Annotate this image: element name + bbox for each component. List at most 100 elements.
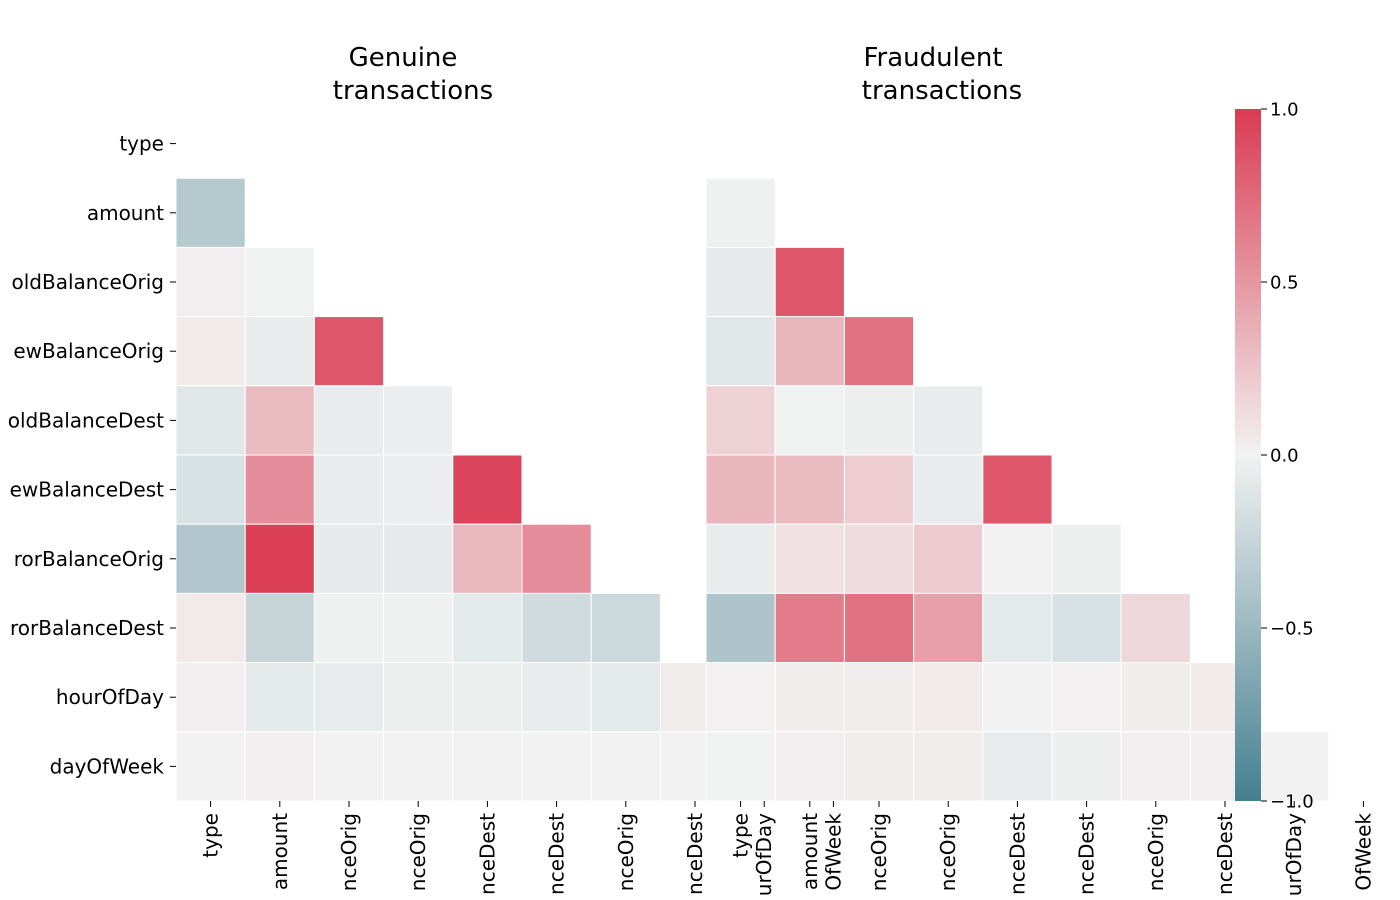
y-axis-labels: type amount oldBalanceOrig ewBalanceOrig old…	[8, 132, 176, 778]
x-tick-label: urOfDay	[752, 813, 776, 896]
heatmap-cell-oldBalanceDest-newBalanceOrig	[913, 385, 984, 456]
x-tick-label: nceDest	[1075, 813, 1099, 895]
heatmap-cell-hourOfDay-type	[705, 662, 776, 733]
heatmap-cell-oldBalanceDest-oldBalanceOrig	[313, 385, 385, 456]
x-tick-label: nceOrig	[867, 813, 891, 891]
heatmap-cell-newBalanceDest-type	[175, 454, 246, 525]
heatmap-cell-amount-type	[705, 177, 776, 248]
heatmap-cell-hourOfDay-oldBalanceOrig	[843, 662, 915, 733]
heatmap-cell-oldBalanceDest-newBalanceOrig	[383, 385, 454, 456]
heatmap-cell-errorBalanceDest-type	[705, 592, 776, 664]
x-tick-label: OfWeek	[1351, 813, 1375, 891]
x-tick-label: nceOrig	[936, 813, 960, 891]
y-tick-label: oldBalanceDest	[8, 408, 164, 432]
heatmap-cell-errorBalanceOrig-type	[705, 523, 776, 594]
heatmap-cell-newBalanceOrig-type	[175, 316, 246, 387]
heatmap-cell-errorBalanceOrig-newBalanceOrig	[383, 523, 454, 594]
heatmap-cell-errorBalanceDest-oldBalanceOrig	[843, 592, 915, 664]
heatmap-cell-errorBalanceOrig-newBalanceOrig	[913, 523, 984, 594]
heatmap-cell-errorBalanceOrig-oldBalanceOrig	[313, 523, 385, 594]
heatmap-cell-newBalanceDest-oldBalanceOrig	[313, 454, 385, 525]
heatmap-cell-dayOfWeek-hourOfDay	[1259, 731, 1330, 802]
heatmap-cell-errorBalanceDest-errorBalanceOrig	[590, 592, 661, 664]
y-tick-label: oldBalanceOrig	[12, 270, 164, 294]
x-tick-label: nceDest	[683, 813, 707, 895]
heatmap-cell-errorBalanceOrig-amount	[774, 523, 845, 594]
heatmap-cell-dayOfWeek-oldBalanceOrig	[313, 731, 385, 802]
panel-genuine-title-line2: transactions	[333, 76, 493, 106]
heatmap-cell-hourOfDay-type	[175, 662, 246, 733]
x-tick-label: nceOrig	[1144, 813, 1168, 891]
heatmap-cell-errorBalanceOrig-amount	[244, 523, 315, 594]
x-tick-label: nceDest	[1005, 813, 1029, 895]
heatmap-cell-errorBalanceDest-oldBalanceOrig	[313, 592, 385, 664]
panel-genuine-title-line1: Genuine	[349, 43, 458, 73]
heatmap-cell-hourOfDay-newBalanceOrig	[383, 662, 454, 733]
heatmap-cell-hourOfDay-oldBalanceDest	[982, 662, 1053, 733]
heatmap-cell-errorBalanceDest-oldBalanceDest	[982, 592, 1053, 664]
heatmap-cell-dayOfWeek-newBalanceDest	[521, 731, 592, 802]
heatmap-cell-oldBalanceDest-type	[705, 385, 776, 456]
heatmap-cell-hourOfDay-newBalanceDest	[1051, 662, 1122, 733]
heatmap-cell-oldBalanceOrig-type	[705, 246, 776, 318]
heatmap-cell-errorBalanceDest-amount	[244, 592, 315, 664]
heatmap-cell-newBalanceDest-newBalanceOrig	[913, 454, 984, 525]
heatmap-cell-dayOfWeek-newBalanceOrig	[383, 731, 454, 802]
heatmap-cell-hourOfDay-amount	[774, 662, 845, 733]
x-tick-label: nceDest	[1213, 813, 1237, 895]
heatmap-cell-dayOfWeek-errorBalanceOrig	[590, 731, 661, 802]
x-tick-label: OfWeek	[821, 813, 845, 891]
heatmap-cell-hourOfDay-errorBalanceOrig	[590, 662, 661, 733]
heatmap-cell-newBalanceOrig-type	[705, 316, 776, 387]
heatmap-cell-amount-type	[175, 177, 246, 248]
y-tick-label: rorBalanceDest	[10, 616, 164, 640]
heatmap-cell-newBalanceDest-amount	[774, 454, 845, 525]
heatmap-cell-oldBalanceOrig-type	[175, 246, 246, 318]
x-tick-label: urOfDay	[1282, 813, 1306, 896]
y-tick-label: rorBalanceOrig	[14, 547, 164, 571]
heatmap-cell-errorBalanceOrig-oldBalanceOrig	[843, 523, 915, 594]
colorbar-tick-label: −1.0	[1270, 791, 1314, 812]
heatmap-cell-dayOfWeek-amount	[244, 731, 315, 802]
colorbar-ticks: 1.0 0.5 0.0 −0.5 −1.0	[1261, 99, 1314, 812]
heatmap-cell-newBalanceOrig-oldBalanceOrig	[843, 316, 915, 387]
y-tick-label: dayOfWeek	[50, 754, 165, 778]
heatmap-cell-dayOfWeek-type	[705, 731, 776, 802]
x-tick-label: amount	[268, 813, 292, 890]
x-axis-labels-fraudulent: type amount nceOrig nceOrig nceDest nceDest nc…	[729, 801, 1375, 896]
heatmap-cell-dayOfWeek-type	[175, 731, 246, 802]
heatmap-cell-errorBalanceOrig-oldBalanceDest	[982, 523, 1053, 594]
y-tick-label: amount	[87, 201, 164, 225]
x-tick-label: type	[199, 813, 223, 858]
colorbar-tick-label: 0.0	[1270, 445, 1299, 466]
x-tick-label: nceOrig	[614, 813, 638, 891]
colorbar-tick-label: 0.5	[1270, 272, 1299, 293]
heatmap-panel-fraudulent	[705, 177, 1330, 802]
heatmap-cell-hourOfDay-oldBalanceDest	[452, 662, 523, 733]
x-tick-label: type	[729, 813, 753, 858]
heatmap-cell-errorBalanceDest-newBalanceDest	[521, 592, 592, 664]
heatmap-cell-newBalanceDest-oldBalanceDest	[982, 454, 1053, 525]
heatmap-cell-dayOfWeek-oldBalanceDest	[982, 731, 1053, 802]
heatmap-cell-hourOfDay-errorBalanceOrig	[1120, 662, 1191, 733]
heatmap-panel-genuine	[175, 177, 800, 802]
heatmap-cell-dayOfWeek-oldBalanceDest	[452, 731, 523, 802]
colorbar-tick-label: −0.5	[1270, 618, 1314, 639]
heatmap-cell-oldBalanceOrig-amount	[244, 246, 315, 318]
heatmap-cell-oldBalanceDest-amount	[244, 385, 315, 456]
y-tick-label: hourOfDay	[56, 685, 164, 709]
heatmap-cell-newBalanceOrig-amount	[244, 316, 315, 387]
heatmap-cell-errorBalanceOrig-oldBalanceDest	[452, 523, 523, 594]
heatmap-cell-newBalanceOrig-amount	[774, 316, 845, 387]
heatmap-cell-errorBalanceDest-oldBalanceDest	[452, 592, 523, 664]
heatmap-cell-newBalanceDest-amount	[244, 454, 315, 525]
x-axis-labels-genuine: type amount nceOrig nceOrig nceDest nceDest nc…	[199, 801, 845, 896]
heatmap-cell-oldBalanceOrig-amount	[774, 246, 845, 318]
heatmap-cell-oldBalanceDest-oldBalanceOrig	[843, 385, 915, 456]
y-tick-label: type	[119, 132, 164, 156]
heatmap-cell-errorBalanceDest-newBalanceOrig	[383, 592, 454, 664]
heatmap-cell-dayOfWeek-amount	[774, 731, 845, 802]
heatmap-cell-hourOfDay-newBalanceOrig	[913, 662, 984, 733]
heatmap-cell-oldBalanceDest-amount	[774, 385, 845, 456]
